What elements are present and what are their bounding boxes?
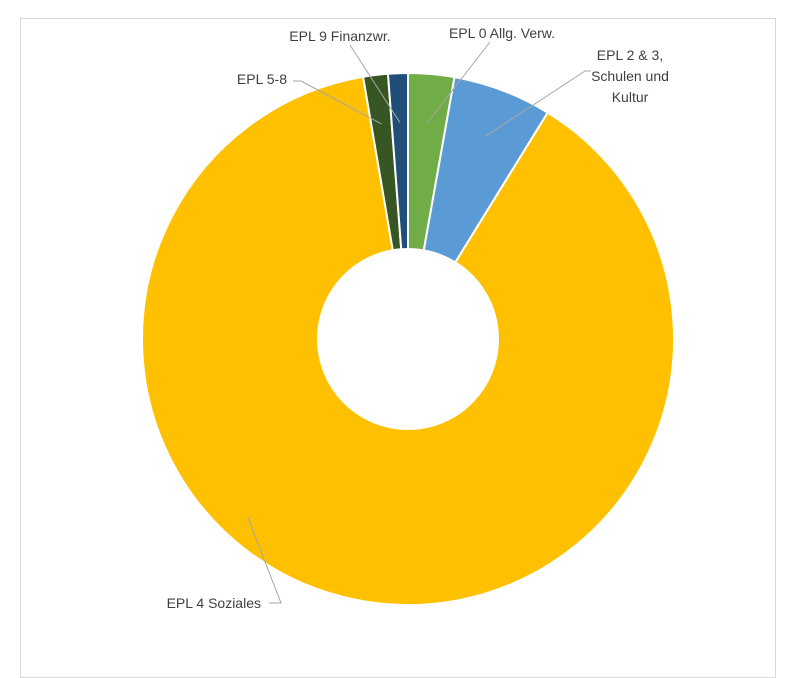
doughnut-chart: EPL 0 Allg. Verw. EPL 2 & 3, Schulen und K… — [0, 0, 795, 662]
label-epl2-3-line3: Kultur — [612, 89, 649, 105]
label-epl2-3-line1: EPL 2 & 3, — [597, 47, 663, 63]
label-epl2-3: EPL 2 & 3, Schulen und Kultur — [591, 47, 669, 105]
label-epl2-3-line2: Schulen und — [591, 68, 669, 84]
slices-group — [142, 73, 674, 605]
label-epl9: EPL 9 Finanzwr. — [289, 28, 390, 44]
label-epl0: EPL 0 Allg. Verw. — [449, 25, 555, 41]
label-epl4: EPL 4 Soziales — [167, 595, 261, 611]
label-epl5-8: EPL 5-8 — [237, 71, 287, 87]
